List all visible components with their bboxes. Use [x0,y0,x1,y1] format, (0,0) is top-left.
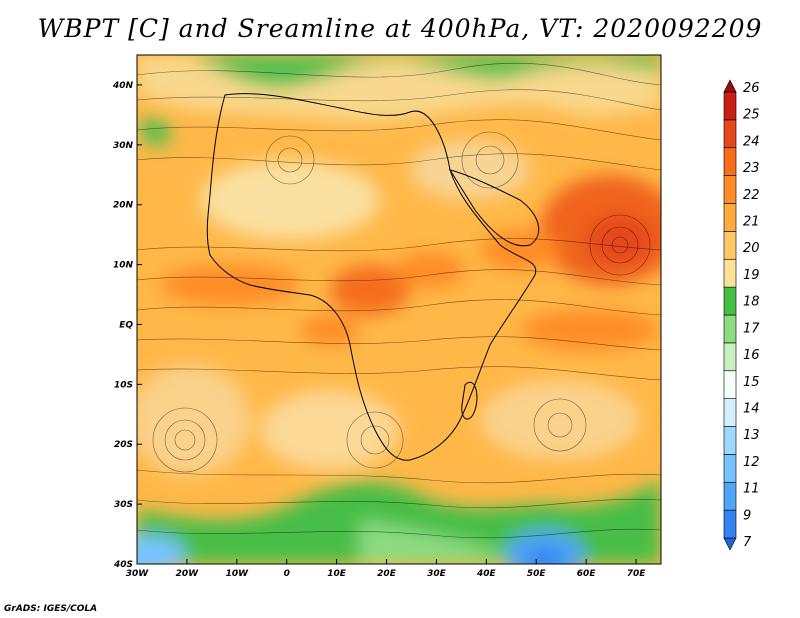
colorbar-swatch [723,342,737,372]
colorbar-high-triangle [723,79,737,93]
colorbar-swatch [723,147,737,176]
colorbar-label: 17 [743,321,760,336]
colorbar-swatch [723,481,737,511]
lon-tick-label: 30E [427,569,447,579]
colorbar-label: 16 [743,348,760,363]
colorbar-label: 18 [743,295,760,310]
colorbar-label: 14 [743,401,760,416]
colorbar-label: 26 [743,81,760,96]
colorbar-label: 11 [743,482,760,497]
colorbar-swatch [723,370,737,399]
lat-tick-label: EQ [119,320,133,330]
longitude-axis: 30W 20W 10W 0 10E 20E 30E 40E 50E 60E 70E [126,559,646,579]
streamlines [137,62,661,539]
colorbar-swatch [723,203,737,232]
lat-tick-label: 20N [113,201,134,211]
colorbar-swatch [723,426,737,455]
chart-title: WBPT [C] and Sreamline at 400hPa, VT: 20… [37,14,763,43]
lat-tick-label: 40S [113,560,133,570]
lon-tick-label: 50E [527,569,547,579]
colorbar-label: 12 [743,455,760,470]
lon-tick-label: 20E [377,569,397,579]
africa-coastline [206,93,537,461]
colorbar-swatch [723,454,737,483]
colorbar-label: 25 [743,108,760,123]
wbpt-field [137,55,661,564]
arabia-coastline [448,169,540,247]
colorbar-swatch [723,314,737,344]
colorbar-label: 9 [743,508,751,523]
colorbar-swatch [723,398,737,427]
lat-tick-label: 40N [112,81,134,91]
colorbar-swatch [723,231,737,260]
credit-label: GrADS: IGES/COLA [4,604,98,614]
lat-tick-label: 10N [113,261,134,271]
lon-tick-label: 30W [126,569,150,579]
colorbar-label: 21 [743,215,760,230]
colorbar-swatch [723,91,737,121]
lon-tick-label: 40E [476,569,497,579]
colorbar-swatch [723,286,737,316]
lat-tick-label: 20S [114,440,133,450]
lat-tick-label: 10S [114,380,133,390]
lat-tick-label: 30N [113,141,134,151]
lon-tick-label: 10W [226,569,250,579]
colorbar-swatch [723,119,737,149]
lon-tick-label: 0 [284,569,290,579]
colorbar-label: 24 [743,134,760,149]
madagascar-coastline [461,382,478,420]
colorbar-label: 15 [743,375,760,390]
colorbar-label: 7 [743,535,752,550]
colorbar-swatch [723,175,737,204]
colorbar-label: 23 [743,161,760,176]
lon-tick-label: 70E [627,569,647,579]
lon-tick-label: 60E [577,569,597,579]
colorbar-swatch [723,258,737,288]
lon-tick-label: 10E [327,569,347,579]
colorbar-swatch [723,509,737,539]
colorbar-label: 20 [743,241,760,256]
colorbar-label: 19 [743,268,760,283]
lon-tick-label: 20W [176,569,200,579]
colorbar-low-triangle [723,537,737,551]
map-frame [136,54,662,565]
colorbar-label: 22 [743,188,760,203]
colorbar-label: 13 [743,428,760,443]
colorbar: 7 9 11 12 13 14 15 16 17 18 19 20 21 22 23 24 25 26 [723,79,760,551]
lat-tick-label: 30S [114,500,133,510]
latitude-axis: 40N 30N 20N 10N EQ 10S 20S 30S 40S [112,81,142,570]
